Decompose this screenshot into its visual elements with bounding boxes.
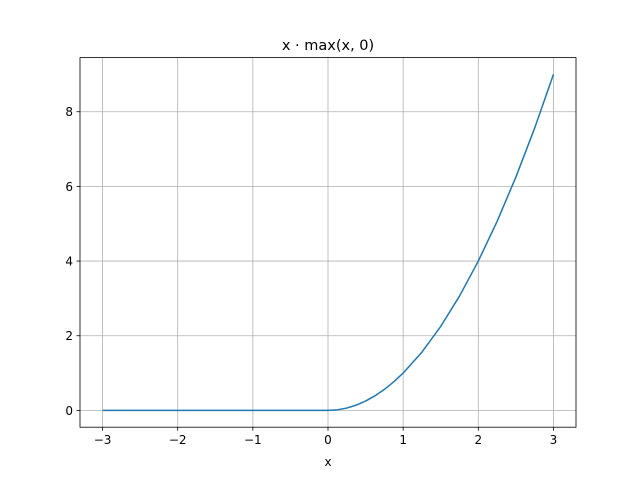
y-tick-label: 0: [65, 404, 73, 418]
x-tick-label: 3: [550, 433, 558, 447]
y-tick-label: 8: [65, 105, 73, 119]
x-tick-label: 1: [399, 433, 407, 447]
series-line: [102, 74, 555, 412]
x-tick-label: −2: [169, 433, 187, 447]
y-tick-label: 4: [65, 255, 73, 269]
grid: [80, 57, 576, 428]
series-layer: [102, 74, 555, 412]
y-tick-label: 6: [65, 180, 73, 194]
ticks: −3 −2 −1 0 1 2 3 0 2 4 6 8: [65, 105, 557, 447]
x-axis-label: x: [324, 455, 331, 469]
x-tick-label: 0: [324, 433, 332, 447]
x-tick-label: −3: [94, 433, 112, 447]
x-tick-label: −1: [244, 433, 262, 447]
x-tick-label: 2: [474, 433, 482, 447]
chart-title: x · max(x, 0): [282, 38, 374, 54]
y-tick-label: 2: [65, 329, 73, 343]
